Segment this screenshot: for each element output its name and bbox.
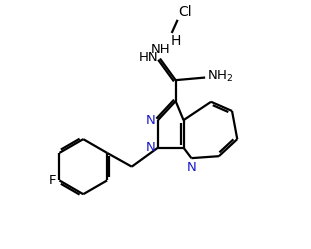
Text: F: F [49, 174, 57, 187]
Text: N: N [187, 161, 196, 174]
Text: HN: HN [138, 51, 158, 64]
Text: NH$_2$: NH$_2$ [207, 69, 234, 84]
Text: H: H [171, 34, 181, 48]
Text: NH: NH [151, 43, 171, 56]
Text: N: N [145, 141, 155, 154]
Text: N: N [145, 114, 155, 127]
Text: Cl: Cl [179, 5, 192, 19]
